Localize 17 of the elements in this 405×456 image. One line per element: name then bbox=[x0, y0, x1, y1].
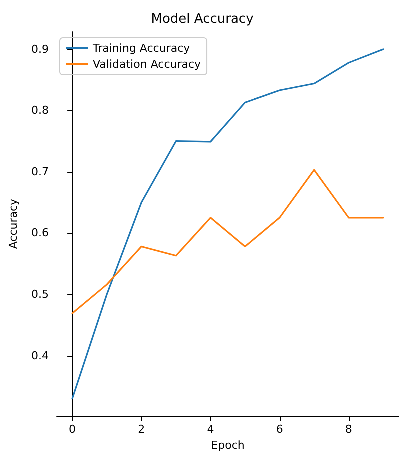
legend-label: Validation Accuracy bbox=[93, 58, 202, 71]
x-tick-label: 8 bbox=[345, 423, 352, 436]
y-tick-label: 0.8 bbox=[32, 104, 49, 118]
legend-label: Training Accuracy bbox=[92, 42, 191, 55]
y-tick-label: 0.6 bbox=[32, 226, 49, 240]
x-tick-label: 2 bbox=[138, 423, 146, 436]
y-axis-title: Accuracy bbox=[7, 198, 20, 250]
y-tick-label: 0.5 bbox=[32, 288, 49, 301]
line-series bbox=[72, 169, 384, 314]
y-tick-label: 0.7 bbox=[32, 165, 49, 178]
x-tick-label: 0 bbox=[69, 423, 76, 436]
chart-title: Model Accuracy bbox=[151, 12, 254, 27]
x-axis-title: Epoch bbox=[211, 439, 245, 452]
x-tick-label: 4 bbox=[207, 423, 214, 436]
y-tick-label: 0.4 bbox=[32, 349, 49, 362]
x-tick-label: 6 bbox=[276, 423, 284, 436]
y-tick-label: 0.9 bbox=[32, 42, 49, 56]
